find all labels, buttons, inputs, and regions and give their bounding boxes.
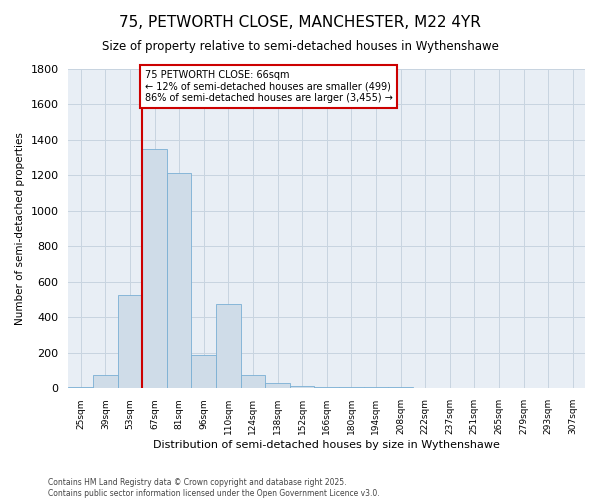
Bar <box>339 386 364 388</box>
Bar <box>118 295 142 388</box>
Text: 75 PETWORTH CLOSE: 66sqm
← 12% of semi-detached houses are smaller (499)
86% of : 75 PETWORTH CLOSE: 66sqm ← 12% of semi-d… <box>145 70 392 103</box>
Bar <box>216 304 241 388</box>
Bar <box>241 375 265 388</box>
Bar <box>290 386 314 388</box>
Y-axis label: Number of semi-detached properties: Number of semi-detached properties <box>15 132 25 325</box>
Bar <box>314 386 339 388</box>
X-axis label: Distribution of semi-detached houses by size in Wythenshawe: Distribution of semi-detached houses by … <box>153 440 500 450</box>
Bar <box>142 149 167 388</box>
Text: Contains HM Land Registry data © Crown copyright and database right 2025.
Contai: Contains HM Land Registry data © Crown c… <box>48 478 380 498</box>
Bar <box>265 383 290 388</box>
Bar <box>167 173 191 388</box>
Bar <box>93 375 118 388</box>
Text: 75, PETWORTH CLOSE, MANCHESTER, M22 4YR: 75, PETWORTH CLOSE, MANCHESTER, M22 4YR <box>119 15 481 30</box>
Text: Size of property relative to semi-detached houses in Wythenshawe: Size of property relative to semi-detach… <box>101 40 499 53</box>
Bar <box>191 354 216 388</box>
